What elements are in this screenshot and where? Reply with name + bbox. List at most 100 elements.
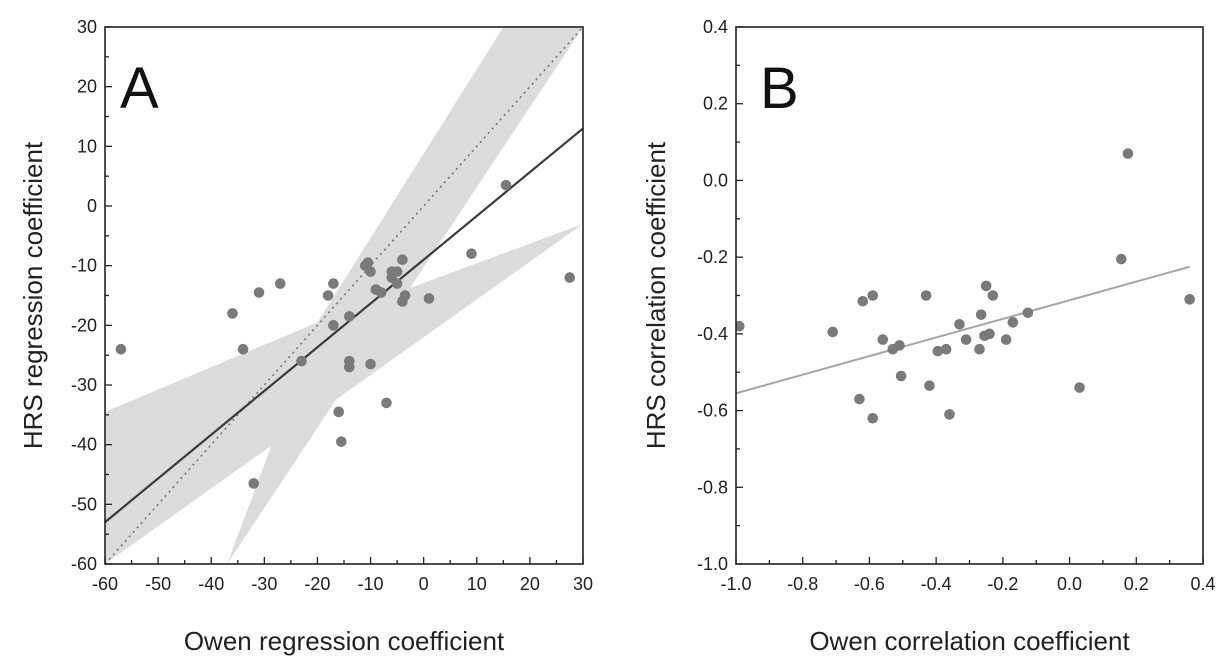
data-point <box>894 340 905 351</box>
data-point <box>336 436 347 447</box>
regression-line <box>736 265 1190 395</box>
data-point <box>932 345 944 357</box>
data-point <box>391 266 403 277</box>
x-axis-title: Owen correlation coefficient <box>809 626 1130 656</box>
panel-letter: A <box>120 56 159 121</box>
data-point <box>984 328 995 340</box>
y-axis-title: HRS correlation coefficient <box>641 141 671 449</box>
data-point <box>344 311 355 322</box>
data-point <box>115 343 127 355</box>
y-tick-label: 0.4 <box>703 17 728 37</box>
y-tick-label: -10 <box>71 256 97 276</box>
x-tick-label: -50 <box>145 574 171 594</box>
y-tick-label: -40 <box>71 435 97 455</box>
data-point <box>362 257 374 268</box>
panel-letter: B <box>760 56 799 121</box>
data-point <box>399 290 411 301</box>
data-point <box>237 343 249 355</box>
data-point <box>466 248 477 260</box>
x-tick-label: 30 <box>573 574 593 594</box>
y-tick-label: -60 <box>71 554 97 574</box>
data-point <box>564 272 576 283</box>
x-tick-label: -0.6 <box>854 574 885 594</box>
x-tick-label: 20 <box>520 574 540 594</box>
plot-area <box>736 148 1195 424</box>
data-point <box>857 295 869 307</box>
data-point <box>1074 382 1085 393</box>
data-point <box>867 412 879 424</box>
x-tick-label: -0.8 <box>787 574 818 594</box>
data-point <box>1184 294 1195 305</box>
data-point <box>944 409 955 420</box>
x-tick-label: 0.4 <box>1190 574 1215 594</box>
data-point <box>877 334 889 345</box>
panel-b: -1.0 -0.8 -0.6 -0.4 -0.2 0.0 0.2 0.4 -1.0 -0.8 -0.… <box>641 17 1216 656</box>
data-point <box>920 290 932 301</box>
y-tick-label: 0 <box>87 196 97 216</box>
plot-frame <box>735 26 1204 565</box>
data-point <box>975 309 987 320</box>
data-point <box>974 343 985 355</box>
data-point <box>365 266 376 277</box>
data-point <box>274 278 286 289</box>
x-tick-label: -60 <box>92 574 118 594</box>
x-tick-label: -30 <box>251 574 277 594</box>
y-tick-label: -1.0 <box>697 554 728 574</box>
y-tick-label: -20 <box>71 315 97 335</box>
data-point <box>924 380 935 391</box>
y-tick-label: -30 <box>71 375 97 395</box>
x-tick-label: -0.4 <box>921 574 952 594</box>
data-point <box>940 343 952 355</box>
data-point <box>1007 317 1019 328</box>
data-point <box>980 280 992 292</box>
x-tick-label: -1.0 <box>720 574 751 594</box>
data-point <box>253 287 265 298</box>
panel-a: -60 -50 -40 -30 -20 -10 0 10 20 30 -60 -50 -40 -30 -20… <box>18 17 593 656</box>
data-point <box>397 254 408 265</box>
data-point <box>227 308 238 319</box>
x-tick-label: 0.0 <box>1057 574 1082 594</box>
data-point <box>365 358 376 370</box>
y-tick-label: -0.2 <box>697 247 728 267</box>
y-tick-label: -0.4 <box>697 324 728 344</box>
data-point <box>391 278 403 289</box>
data-point <box>1115 253 1127 265</box>
x-tick-label: 10 <box>467 574 487 594</box>
data-point <box>328 278 339 289</box>
data-point <box>423 293 435 304</box>
x-tick-label: -0.2 <box>987 574 1018 594</box>
data-point <box>333 406 344 418</box>
data-point <box>1000 334 1012 345</box>
data-point <box>854 393 865 405</box>
y-tick-label: 0.0 <box>703 170 728 190</box>
data-point <box>322 290 334 301</box>
x-tick-label: 0.2 <box>1124 574 1149 594</box>
data-point <box>344 361 355 373</box>
data-point <box>954 318 965 330</box>
x-tick-label: -20 <box>304 574 330 594</box>
data-point <box>987 290 999 301</box>
x-tick-label: 0 <box>419 574 429 594</box>
data-point <box>381 397 392 409</box>
y-tick-label: -50 <box>71 494 97 514</box>
y-tick-label: 30 <box>77 17 97 37</box>
data-point <box>375 287 387 298</box>
y-tick-label: 0.2 <box>703 94 728 114</box>
data-point <box>1022 307 1034 319</box>
data-point <box>960 334 972 345</box>
x-axis-title: Owen regression coefficient <box>184 626 505 656</box>
data-point <box>248 478 260 489</box>
y-tick-label: -0.6 <box>697 401 728 421</box>
y-axis-title: HRS regression coefficient <box>18 141 48 449</box>
data-point <box>867 290 879 301</box>
y-tick-label: 20 <box>77 77 97 97</box>
data-point <box>500 179 512 191</box>
y-tick-label: 10 <box>77 136 97 156</box>
data-point <box>827 326 839 338</box>
data-point <box>296 355 307 367</box>
data-point <box>895 370 907 382</box>
x-tick-label: -10 <box>358 574 384 594</box>
plot-area <box>105 27 583 564</box>
data-point <box>328 320 339 331</box>
